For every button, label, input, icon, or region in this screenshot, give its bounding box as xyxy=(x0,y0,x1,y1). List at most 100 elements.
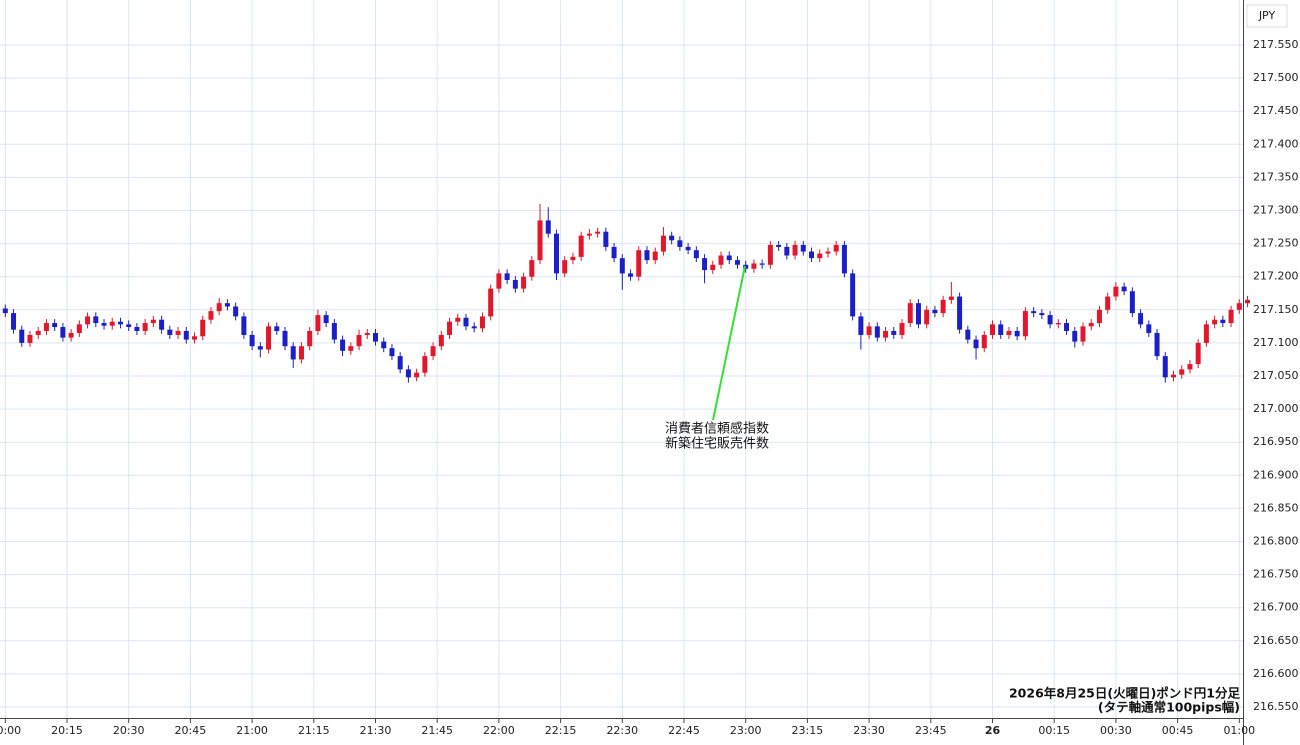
candle-body xyxy=(159,319,165,330)
candle-body xyxy=(2,308,8,314)
candle-body xyxy=(479,316,485,329)
candle-body xyxy=(932,309,938,314)
candle-body xyxy=(693,250,699,259)
candle-body xyxy=(537,220,543,261)
candle-body xyxy=(809,251,815,259)
candle-body xyxy=(767,244,773,265)
candle-body xyxy=(257,346,263,350)
y-tick-label: 217.050 xyxy=(1253,369,1299,382)
candle-body xyxy=(35,330,41,335)
candle-body xyxy=(27,334,33,343)
candle-body xyxy=(1129,291,1135,314)
currency-box xyxy=(1246,4,1288,28)
candle-body xyxy=(883,330,889,338)
candle-body xyxy=(1014,330,1020,337)
x-tick-label: 23:45 xyxy=(915,724,947,737)
x-tick-label: 21:45 xyxy=(421,724,453,737)
candle-body xyxy=(948,296,954,300)
y-tick-label: 217.550 xyxy=(1253,38,1299,51)
candle-body xyxy=(438,334,444,347)
x-tick-label: 22:30 xyxy=(606,724,638,737)
x-tick-label: 22:15 xyxy=(545,724,577,737)
candle-body xyxy=(373,332,378,342)
candle-body xyxy=(874,326,880,338)
x-tick-label: 21:15 xyxy=(298,724,330,737)
y-tick-label: 216.600 xyxy=(1253,667,1299,680)
y-tick-label: 216.850 xyxy=(1253,501,1299,514)
candle-body xyxy=(331,323,337,340)
currency-label: JPY xyxy=(1258,9,1276,22)
candle-body xyxy=(1138,313,1144,325)
candle-body xyxy=(167,329,173,335)
candle-body xyxy=(1236,303,1242,310)
candle-body xyxy=(298,346,304,360)
x-tick-label: 21:00 xyxy=(236,724,268,737)
x-tick-label: 22:45 xyxy=(668,724,700,737)
candle-body xyxy=(981,334,987,349)
candle-body xyxy=(1146,324,1152,333)
candle-body xyxy=(85,316,91,325)
candle-body xyxy=(907,303,913,324)
candle-body xyxy=(990,324,995,335)
candle-body xyxy=(200,319,206,337)
candle-body xyxy=(150,319,156,324)
y-tick-label: 217.450 xyxy=(1253,104,1299,117)
candle-body xyxy=(512,280,518,289)
chart-caption: (タテ軸通常100pips幅) xyxy=(1098,700,1240,715)
x-tick-label: 23:15 xyxy=(792,724,824,737)
candle-body xyxy=(759,263,765,265)
candle-body xyxy=(126,324,132,328)
candle-body xyxy=(117,321,123,325)
y-tick-label: 216.750 xyxy=(1253,568,1299,581)
candle-body xyxy=(726,255,732,261)
x-tick-label: 00:30 xyxy=(1100,724,1132,737)
y-tick-label: 217.200 xyxy=(1253,270,1299,283)
candle-body xyxy=(192,336,198,340)
candle-body xyxy=(751,263,757,269)
candle-body xyxy=(553,233,559,274)
candle-body xyxy=(841,244,847,274)
candle-body xyxy=(660,235,666,252)
candle-body xyxy=(455,317,461,322)
y-tick-label: 216.900 xyxy=(1253,468,1299,481)
candle-body xyxy=(109,321,115,326)
candle-body xyxy=(183,330,189,340)
x-tick-label: 20:45 xyxy=(175,724,207,737)
candle-body xyxy=(496,273,502,289)
candle-body xyxy=(1212,319,1218,325)
y-tick-label: 217.150 xyxy=(1253,303,1299,316)
y-tick-label: 217.300 xyxy=(1253,204,1299,217)
candle-body xyxy=(595,231,601,234)
candle-body xyxy=(224,303,230,307)
x-tick-label: 01:00 xyxy=(1223,724,1255,737)
candle-body xyxy=(134,327,140,331)
x-tick-label: 21:30 xyxy=(360,724,392,737)
candle-body xyxy=(414,372,420,378)
candle-body xyxy=(397,356,403,370)
candle-body xyxy=(1179,369,1185,375)
candle-body xyxy=(529,260,535,277)
candle-body xyxy=(570,256,576,261)
candle-body xyxy=(998,324,1004,335)
candle-body xyxy=(710,264,716,271)
candle-body xyxy=(652,251,658,261)
y-tick-label: 217.350 xyxy=(1253,170,1299,183)
candle-body xyxy=(1047,315,1053,325)
x-tick-label: 00:45 xyxy=(1162,724,1194,737)
candle-body xyxy=(1039,313,1045,316)
annotation-line xyxy=(712,265,746,421)
candle-body xyxy=(1072,330,1078,342)
candle-body xyxy=(603,231,609,247)
chart-caption: 2026年8月25日(火曜日)ポンド円1分足 xyxy=(1009,686,1241,701)
candle-body xyxy=(866,326,872,335)
candle-body xyxy=(340,339,346,351)
candle-body xyxy=(792,244,798,256)
candle-body xyxy=(11,313,17,330)
candle-body xyxy=(850,273,856,317)
candle-body xyxy=(389,348,395,357)
candle-body xyxy=(825,251,831,254)
x-tick-label: 20:15 xyxy=(51,724,83,737)
y-tick-label: 216.650 xyxy=(1253,634,1299,647)
candle-body xyxy=(43,323,49,331)
